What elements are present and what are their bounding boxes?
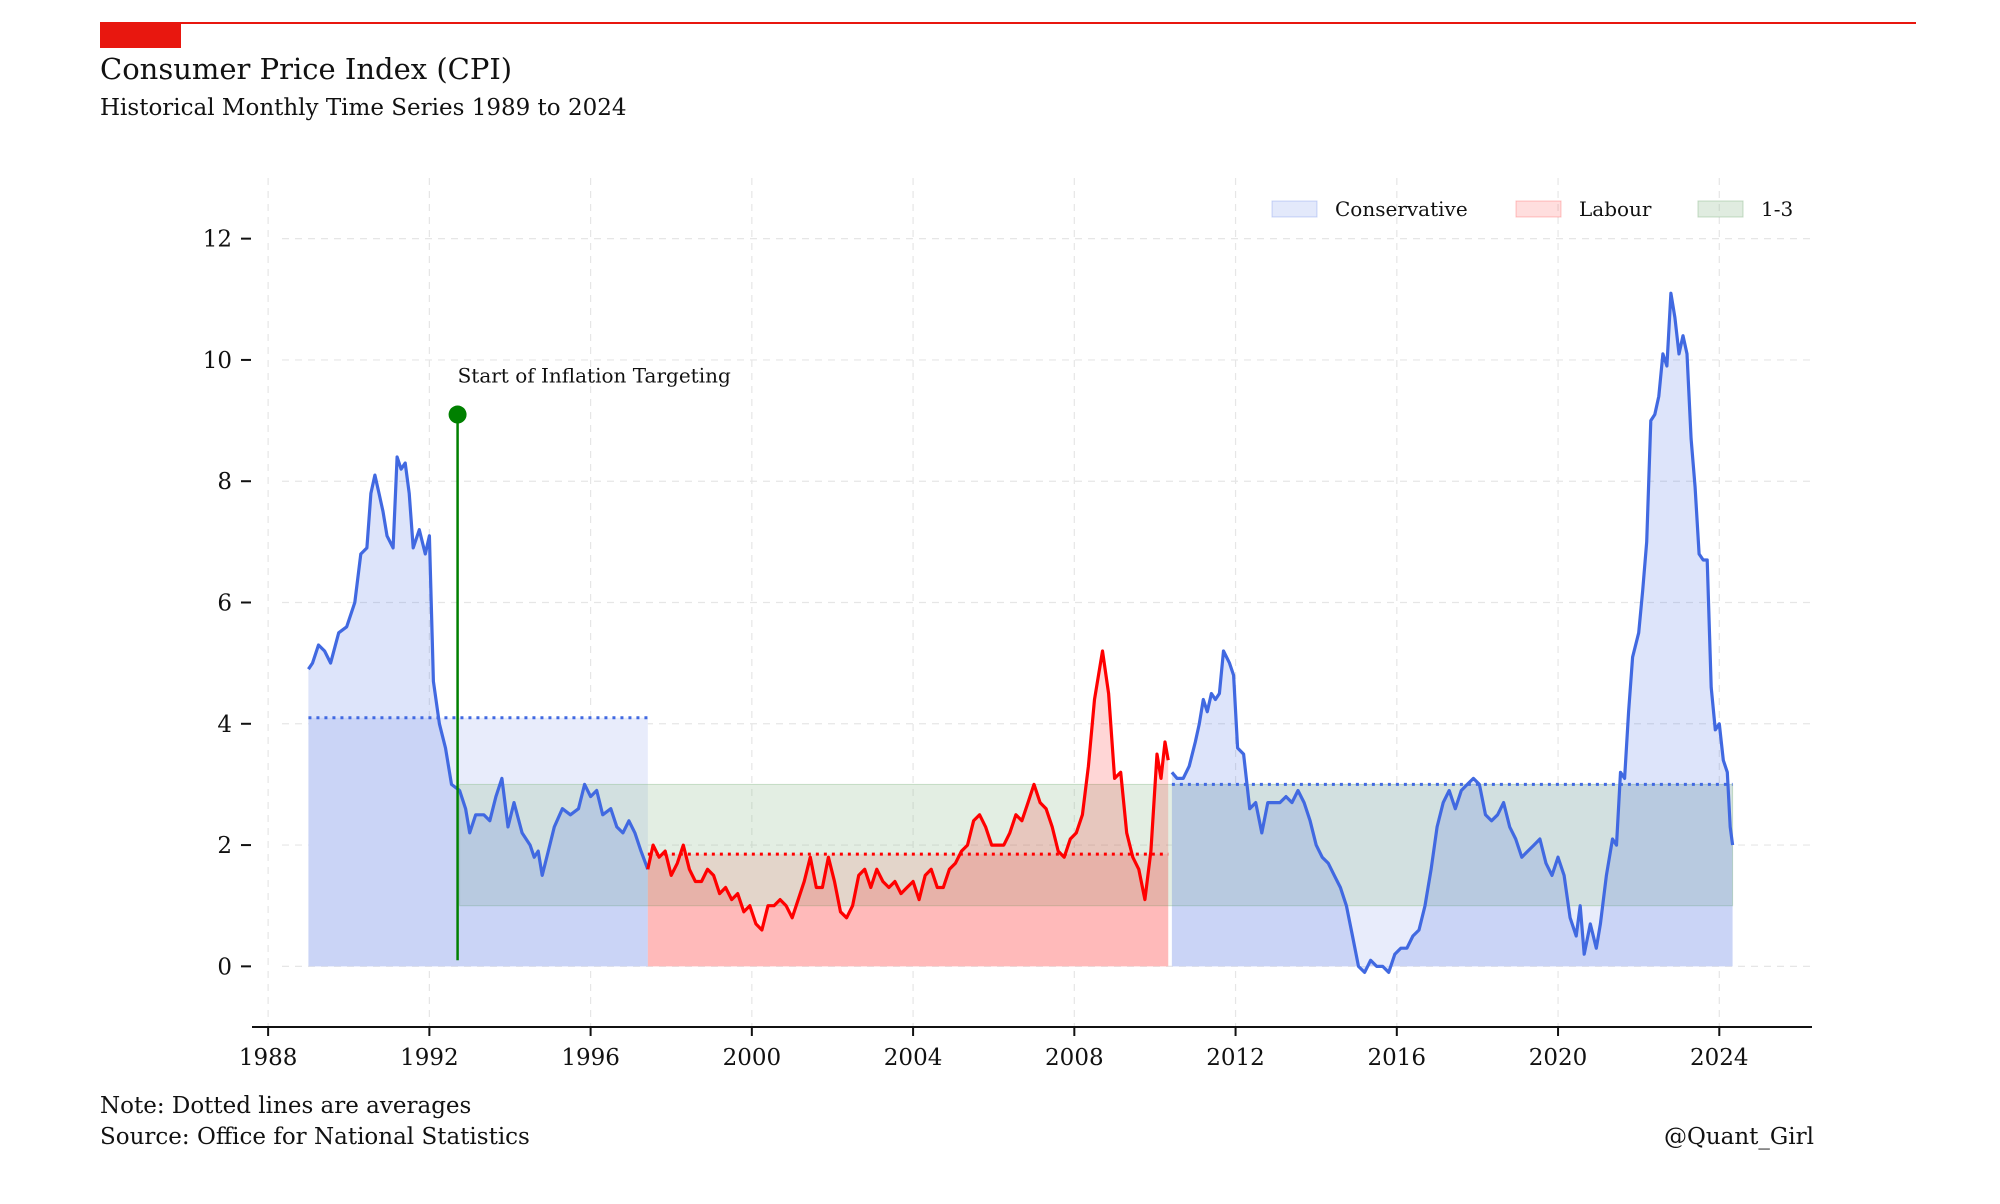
series-area-labour <box>647 651 1169 967</box>
x-tick-label: 2024 <box>1690 1045 1749 1071</box>
author-credit: @Quant_Girl <box>1663 1124 1814 1150</box>
x-tick-label: 1992 <box>400 1045 459 1071</box>
y-tick-label: 6 <box>217 591 232 617</box>
y-tick-label: 12 <box>203 227 232 253</box>
series-line-conservative <box>307 455 650 878</box>
y-tick-label: 4 <box>217 712 232 738</box>
x-tick-label: 2012 <box>1206 1045 1265 1071</box>
party-average-block <box>308 717 648 967</box>
inflation-targeting-marker <box>448 405 467 424</box>
y-tick-label: 8 <box>217 469 232 495</box>
series-line-labour <box>646 649 1170 932</box>
annotation-label: Start of Inflation Targeting <box>458 364 731 388</box>
x-tick-label: 1988 <box>239 1045 298 1071</box>
legend-swatch <box>1515 200 1562 218</box>
x-tick-label: 2020 <box>1529 1045 1588 1071</box>
legend-swatch <box>1697 200 1744 218</box>
footnote: Note: Dotted lines are averages <box>100 1093 472 1119</box>
y-tick-label: 2 <box>217 833 232 859</box>
legend-swatch <box>1271 200 1318 218</box>
y-tick-label: 10 <box>203 348 232 374</box>
x-tick-label: 2000 <box>723 1045 782 1071</box>
chart-title: Consumer Price Index (CPI) <box>100 52 513 86</box>
y-tick-label: 0 <box>217 954 232 980</box>
chart-subtitle: Historical Monthly Time Series 1989 to 2… <box>100 95 627 121</box>
top-accent-rule <box>100 22 1916 24</box>
series-area-conservative <box>1171 293 1733 973</box>
legend-label: Labour <box>1579 197 1652 221</box>
source-note: Source: Office for National Statistics <box>100 1124 530 1150</box>
top-accent-block <box>100 22 181 48</box>
series-line-conservative <box>1170 291 1735 975</box>
x-tick-label: 2016 <box>1368 1045 1427 1071</box>
series-area-conservative <box>308 457 648 967</box>
x-tick-label: 1996 <box>561 1045 620 1071</box>
x-tick-label: 2004 <box>884 1045 943 1071</box>
x-tick-label: 2008 <box>1045 1045 1104 1071</box>
legend-label: 1-3 <box>1761 197 1793 221</box>
legend-label: Conservative <box>1335 197 1468 221</box>
target-band-1-3 <box>459 783 1734 907</box>
party-average-block <box>647 854 1169 967</box>
